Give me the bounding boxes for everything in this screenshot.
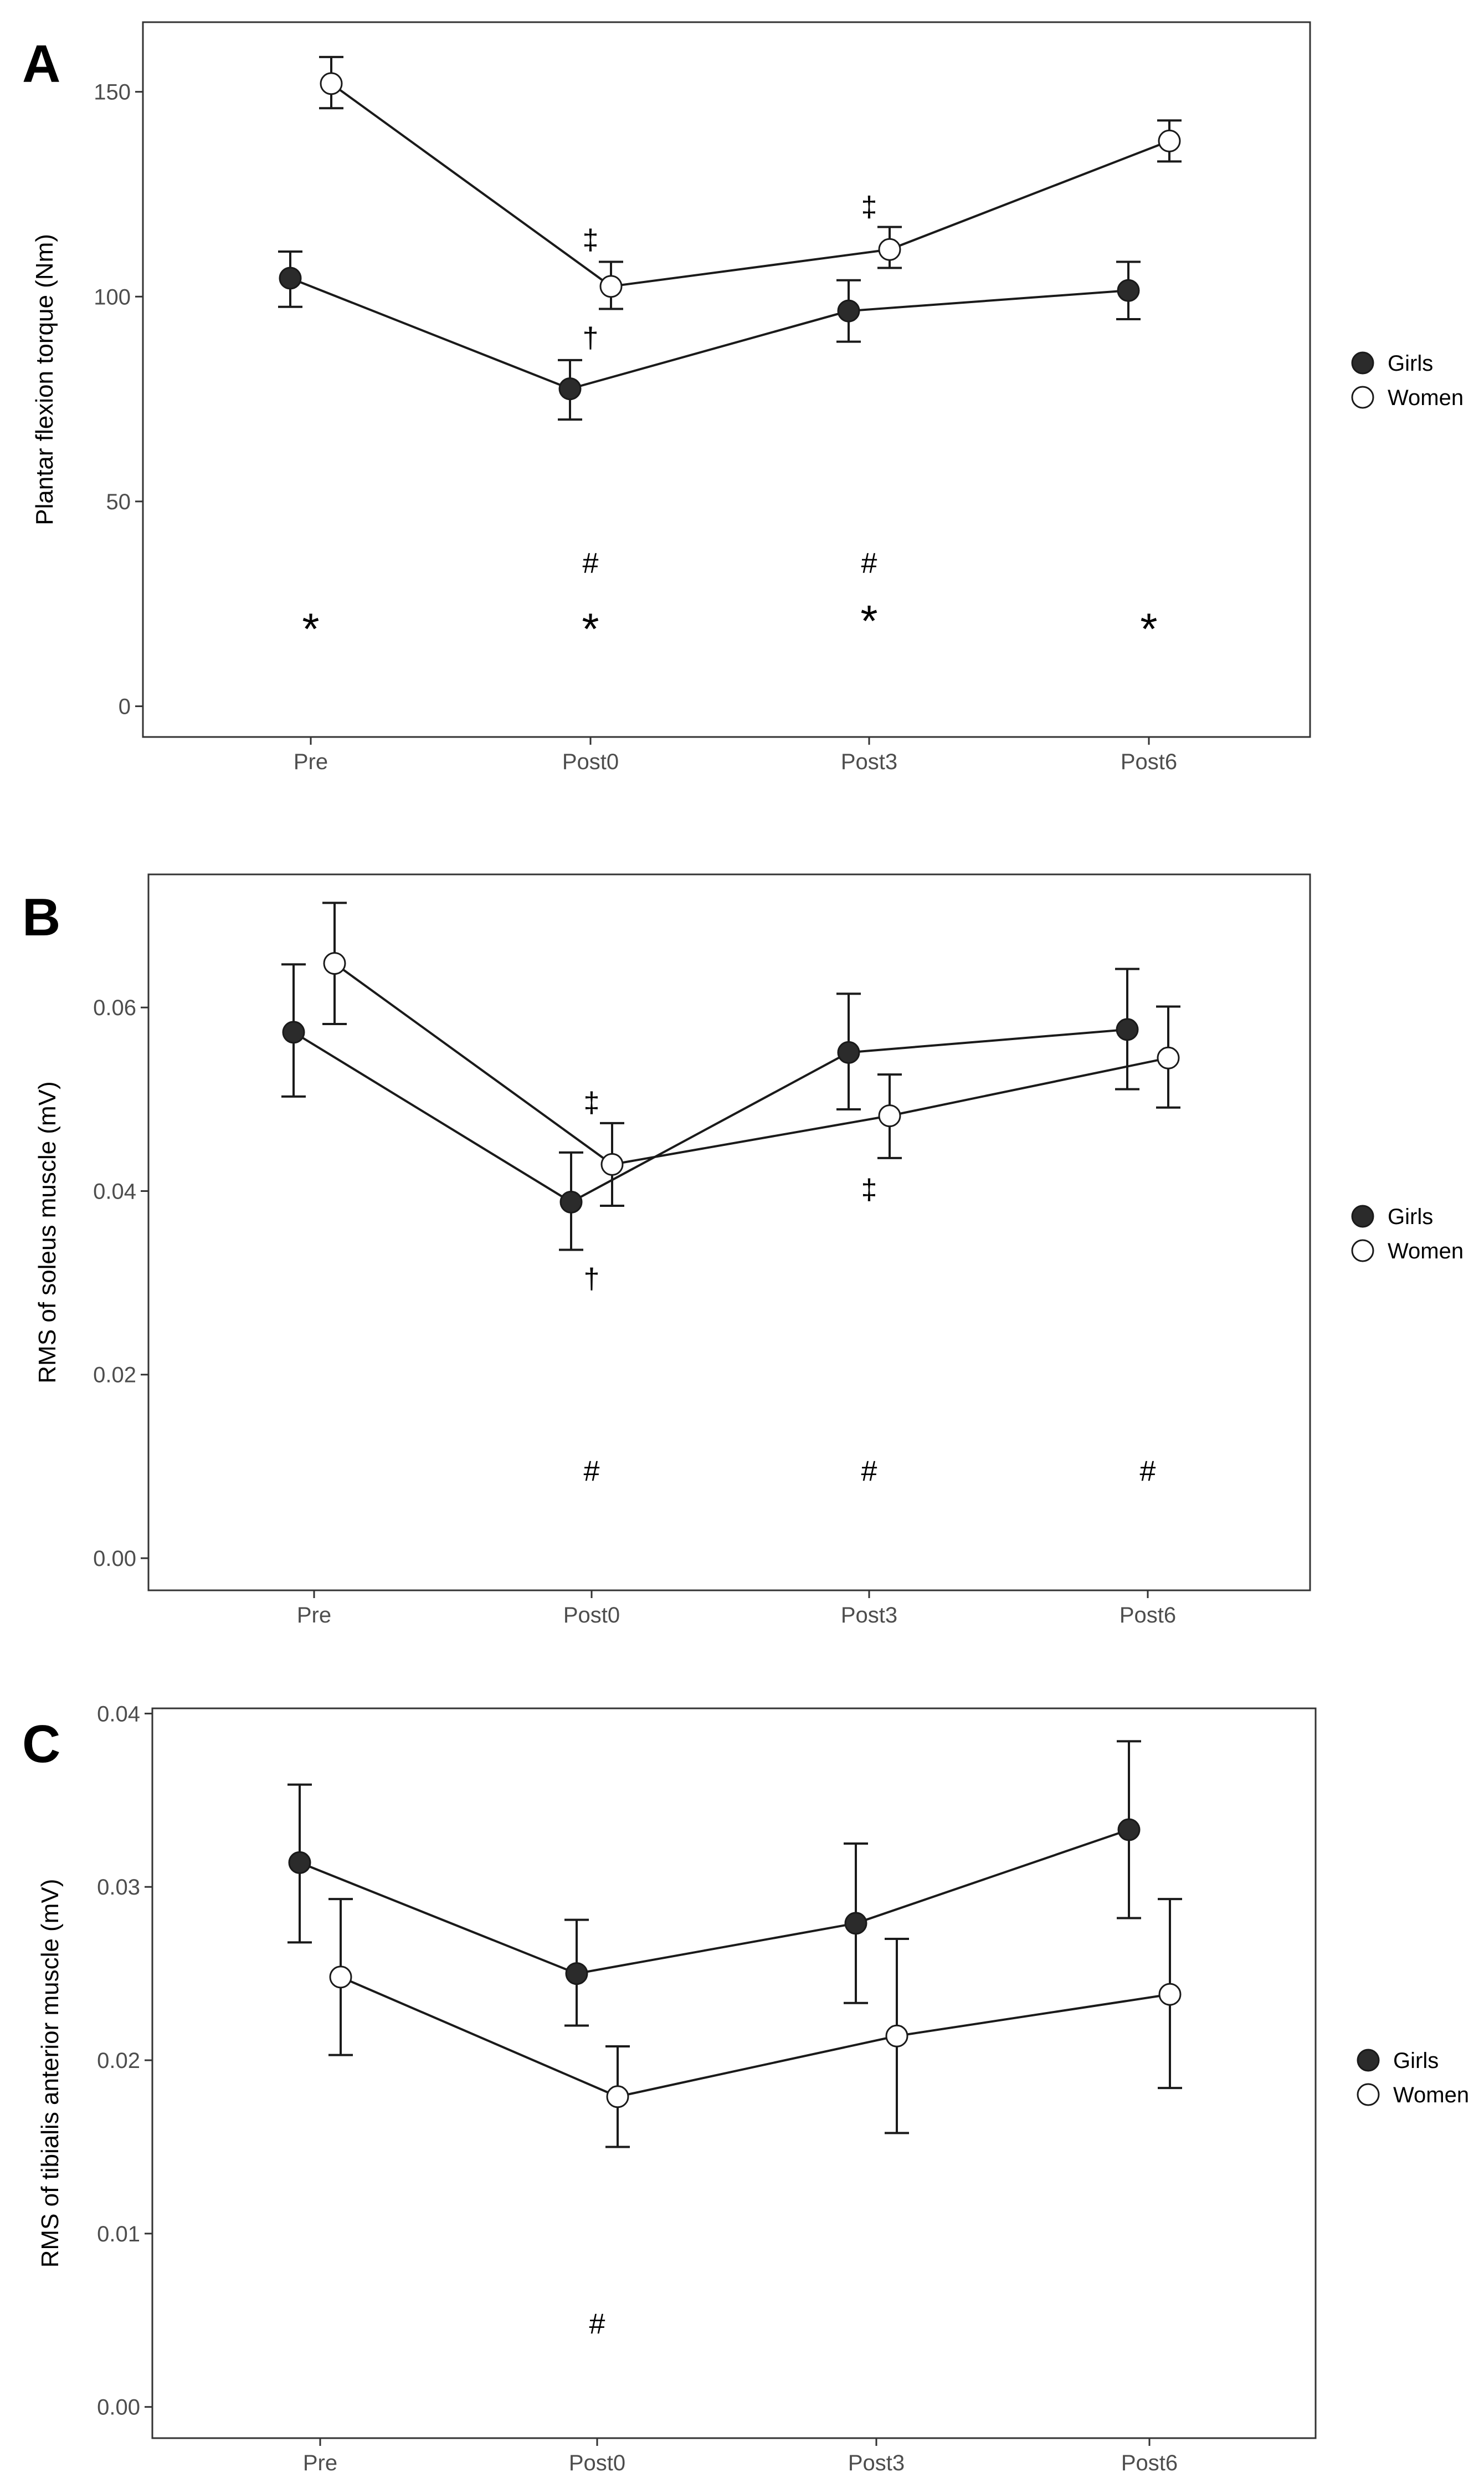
plot-frame [142,21,1311,738]
x-tick-label: Post3 [841,1603,897,1627]
legend-marker-girls [1357,2049,1380,2072]
series-line-girls [299,1829,1129,1975]
legend-label-girls: Girls [1388,351,1433,376]
data-point-women [1157,1046,1180,1069]
y-axis-label: RMS of tibialis anterior muscle (mV) [37,1879,64,2268]
data-point-girls [558,377,582,401]
x-tick-label: Post3 [848,2451,905,2475]
data-point-women [1158,1983,1182,2006]
significance-marker: † [583,322,599,354]
panel-a: A 0 50 100 150 Pre Post0 Post3 Post6 Plantar flex… [22,21,1464,774]
data-point-women [323,952,346,975]
panel-letter: A [22,34,60,94]
data-point-women [320,72,343,95]
significance-marker: * [860,596,877,646]
data-point-girls [279,267,302,290]
data-point-girls [1116,1018,1139,1041]
series-line-girls [292,1028,1128,1204]
significance-marker: * [1140,605,1157,654]
data-point-women [878,238,901,261]
x-tick-label: Post0 [563,1603,620,1627]
significance-marker: # [589,2308,605,2341]
legend-marker-girls [1351,1205,1374,1228]
y-tick-label: 0.04 [97,1702,140,1726]
x-tick-label: Post0 [569,2451,625,2475]
significance-marker: * [302,605,319,654]
legend-label-women: Women [1393,2083,1469,2107]
x-tick-label: Post6 [1120,1603,1176,1627]
series-line-girls [290,277,1129,390]
y-tick-label: 0.01 [97,2222,140,2246]
panel-letter: C [22,1714,60,1774]
y-tick-label: 150 [94,80,131,105]
x-tick-label: Pre [297,1603,331,1627]
significance-marker: # [584,1456,600,1488]
data-point-girls [1117,279,1140,302]
y-axis-label: RMS of soleus muscle (mV) [34,1081,61,1383]
plot-frame [151,1707,1317,2439]
data-point-girls [1117,1818,1141,1841]
data-point-girls [837,1041,860,1064]
plot-frame [147,873,1311,1591]
x-tick-label: Pre [303,2451,337,2475]
significance-marker: ‡ [861,191,877,223]
y-tick-label: 0.06 [93,996,136,1020]
panel-letter: B [22,888,60,947]
data-point-girls [559,1190,583,1214]
y-tick-label: 50 [106,490,131,514]
significance-marker: † [584,1263,600,1295]
x-tick-label: Post6 [1121,2451,1178,2475]
x-tick-label: Post3 [841,750,897,774]
x-tick-label: Post6 [1121,750,1177,774]
significance-marker: ‡ [584,1087,600,1119]
data-point-women [878,1104,901,1128]
data-point-women [329,1965,352,1989]
legend-marker-women [1351,1239,1374,1262]
data-point-girls [565,1962,588,1985]
legend-label-girls: Girls [1388,1205,1433,1229]
legend-marker-girls [1351,351,1374,375]
series-line-women [340,1976,1170,2098]
data-point-girls [288,1851,311,1874]
y-tick-label: 0.02 [93,1363,136,1388]
significance-marker: ‡ [861,1174,877,1206]
y-tick-label: 0.00 [97,2395,140,2420]
legend-label-women: Women [1388,386,1464,410]
significance-marker: # [861,547,877,580]
panel-c: C 0.00 0.01 0.02 0.03 0.04 Pre Post0 Post3 Post6 R… [22,1702,1469,2475]
legend-label-girls: Girls [1393,2049,1439,2073]
y-axis-label: Plantar flexion torque (Nm) [31,234,58,525]
legend-label-women: Women [1388,1239,1464,1263]
data-point-women [606,2085,629,2108]
data-point-girls [844,1912,867,1935]
data-point-girls [837,299,860,322]
data-point-women [885,2024,908,2047]
data-point-women [600,1153,624,1176]
y-tick-label: 0 [119,695,131,719]
significance-marker: * [582,605,599,654]
legend-marker-women [1357,2083,1380,2106]
series-line-women [330,83,1170,288]
y-tick-label: 0.03 [97,1875,140,1900]
significance-marker: # [583,547,599,580]
significance-marker: ‡ [583,224,599,256]
y-tick-label: 0.04 [93,1179,136,1204]
data-point-girls [282,1021,305,1044]
series-line-women [333,963,1169,1166]
data-point-women [599,275,623,298]
panel-b: B 0.00 0.02 0.04 0.06 Pre Post0 Post3 Post6 RMS o… [22,873,1464,1627]
y-tick-label: 0.02 [97,2049,140,2073]
y-tick-label: 0.00 [93,1547,136,1571]
x-tick-label: Post0 [562,750,619,774]
data-point-women [1158,129,1181,152]
significance-marker: # [1140,1456,1156,1488]
y-tick-label: 100 [94,285,131,309]
significance-marker: # [861,1456,877,1488]
x-tick-label: Pre [294,750,328,774]
legend-marker-women [1351,386,1374,409]
